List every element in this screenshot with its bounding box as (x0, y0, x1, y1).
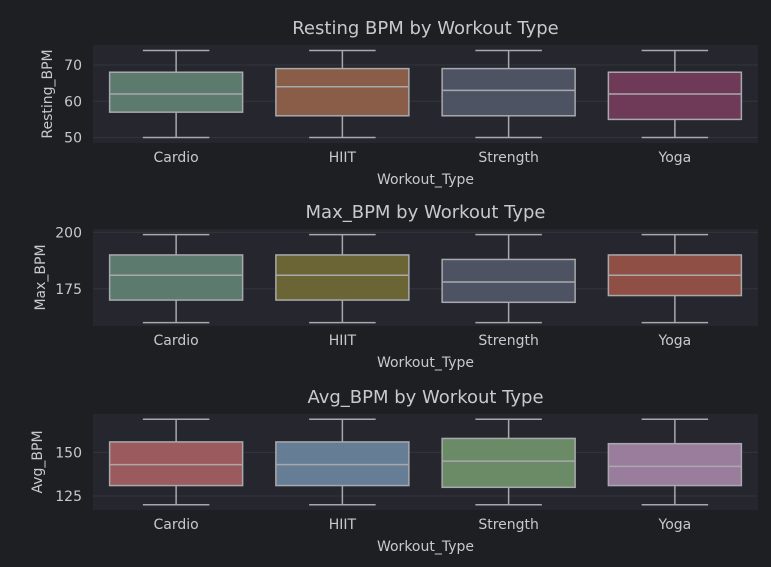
y-tick-label: 60 (64, 94, 82, 110)
box-yoga (607, 442, 743, 487)
box-strength (441, 258, 576, 304)
x-tick-label: HIIT (329, 150, 357, 166)
chart-title: Max_BPM by Workout Type (306, 202, 546, 223)
y-tick-label: 70 (64, 58, 82, 74)
x-tick-label: Strength (478, 333, 539, 349)
y-tick-label: 50 (64, 131, 82, 147)
box-hiit (275, 254, 410, 301)
x-tick-label: Cardio (154, 517, 199, 533)
x-tick-label: Yoga (658, 333, 692, 349)
box-hiit (275, 67, 410, 117)
x-tick-label: Strength (478, 150, 539, 166)
x-axis-label: Workout_Type (377, 355, 474, 371)
x-tick-label: Strength (478, 517, 539, 533)
box-hiit (275, 441, 410, 487)
y-axis-label: Max_BPM (33, 244, 49, 310)
box-strength (441, 437, 576, 489)
x-tick-label: Yoga (658, 517, 692, 533)
x-tick-label: HIIT (329, 333, 357, 349)
y-tick-label: 125 (55, 489, 82, 505)
chart-title: Avg_BPM by Workout Type (307, 387, 543, 408)
box-cardio (108, 441, 244, 487)
x-tick-label: Yoga (658, 150, 692, 166)
y-tick-label: 175 (55, 282, 82, 298)
x-tick-label: Cardio (154, 333, 199, 349)
y-axis-label: Resting_BPM (40, 49, 56, 138)
box-cardio (108, 254, 244, 301)
x-axis-label: Workout_Type (377, 172, 474, 188)
chart-title: Resting BPM by Workout Type (292, 18, 559, 39)
x-axis-label: Workout_Type (377, 539, 474, 555)
box-cardio (108, 71, 244, 113)
y-axis-label: Avg_BPM (30, 430, 46, 493)
box-strength (441, 67, 576, 117)
box-yoga (607, 71, 743, 121)
y-tick-label: 150 (55, 445, 82, 461)
y-tick-label: 200 (55, 225, 82, 241)
x-tick-label: HIIT (329, 517, 357, 533)
x-tick-label: Cardio (154, 150, 199, 166)
